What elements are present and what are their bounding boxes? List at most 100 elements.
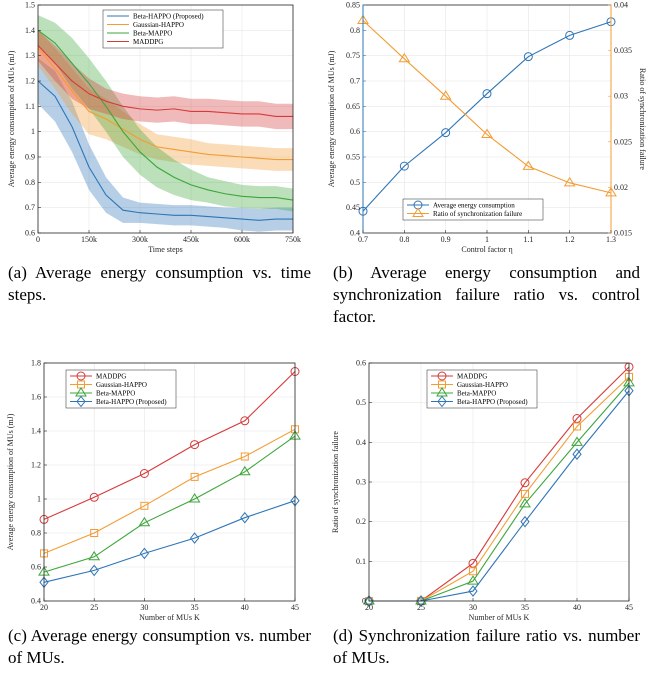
- chart-d-series-line-1: [369, 376, 630, 602]
- chart-d-ytick-label-1: 0.1: [356, 557, 366, 566]
- chart-d-series-line-2: [369, 382, 630, 602]
- chart-c-point-3-4: [240, 511, 250, 524]
- chart-a-legend-label-1: Gaussian-HAPPO: [133, 21, 184, 29]
- chart-c-point-2-1: [88, 550, 101, 561]
- chart-b-ytick-label-7: 0.75: [346, 51, 360, 60]
- chart-b-legend-box: [402, 198, 544, 221]
- caption-b: (b) Average energy consumption and synch…: [333, 262, 640, 328]
- chart-c-svg: 20 25 30 35 40 45 0.4 0.6 0.8 1 1.2 1.4 1.6 1.8 Number…: [6, 359, 301, 622]
- chart-c-point-0-4: [240, 416, 250, 426]
- chart-d-point-3-3: [520, 515, 530, 528]
- chart-d: 20 25 30 35 40 45 0 0.1 0.2 0.3 0.4 0.5 0.6 Number of…: [325, 355, 650, 622]
- chart-c-legend-marker-3: [76, 395, 86, 408]
- chart-d-point-3-1: [416, 595, 426, 607]
- chart-a-ytick-label-4: 1: [31, 127, 35, 136]
- chart-b-series-line-0: [362, 21, 612, 212]
- chart-d-legend-marker-0: [437, 371, 447, 381]
- chart-c-ytick-label-5: 1.4: [31, 427, 41, 436]
- chart-c-legend-label-3: Beta-HAPPO (Proposed): [96, 398, 167, 406]
- chart-d-point-3-2: [468, 585, 478, 597]
- chart-a-ytick-label-7: 1.3: [25, 51, 35, 60]
- chart-c-xtick-label-5: 45: [291, 603, 299, 612]
- chart-c-axes-box: [43, 362, 296, 602]
- chart-a-legend-label-3: MADDPG: [133, 38, 163, 46]
- chart-b-ytick-label-9: 0.85: [346, 1, 360, 10]
- chart-d-point-1-4: [573, 422, 581, 431]
- chart-b-point-0-1: [399, 161, 409, 171]
- chart-b-point-1-3: [481, 128, 493, 139]
- chart-c-legend-marker-0: [76, 371, 86, 381]
- chart-d-legend-label-3: Beta-HAPPO (Proposed): [457, 398, 528, 406]
- chart-d-legend-label-1: Gaussian-HAPPO: [457, 381, 508, 389]
- chart-a-xtick-label-0: 0: [36, 235, 40, 244]
- chart-b-point-1-1: [398, 52, 411, 63]
- chart-d-xtick-label-2: 30: [469, 603, 477, 612]
- chart-b-ytick-right-label-4: 0.035: [614, 46, 632, 55]
- chart-c-ytick-label-2: 0.8: [31, 529, 41, 538]
- chart-c-legend-label-1: Gaussian-HAPPO: [96, 381, 147, 389]
- chart-d-point-0-3: [520, 478, 530, 488]
- chart-a-ytick-label-0: 0.6: [25, 229, 35, 238]
- chart-a-ytick-label-6: 1.2: [25, 77, 35, 86]
- chart-a-xtick-label-1: 150k: [81, 235, 97, 244]
- chart-d-legend-label-2: Beta-MAPPO: [457, 389, 496, 397]
- caption-c-label: (c): [8, 626, 27, 645]
- chart-b-ytick-label-0: 0.4: [350, 229, 360, 238]
- chart-b-ytick-right-label-5: 0.04: [614, 1, 628, 10]
- chart-b-ytick-label-5: 0.65: [346, 102, 360, 111]
- chart-d-point-2-2: [467, 575, 479, 585]
- chart-c-ytick-label-1: 0.6: [31, 563, 41, 572]
- chart-b-ytick-label-2: 0.5: [350, 178, 360, 187]
- chart-b-xtick-label-2: 0.9: [441, 235, 451, 244]
- chart-a-series-line-3: [37, 45, 293, 118]
- caption-b-text: Average energy consumption and synchroni…: [333, 263, 641, 326]
- caption-b-label: (b): [333, 263, 353, 282]
- chart-b-xtick-label-1: 0.8: [399, 235, 409, 244]
- chart-a-legend: Beta-HAPPO (Proposed)Gaussian-HAPPOBeta-…: [102, 9, 224, 49]
- chart-c-xtick-label-4: 40: [241, 603, 249, 612]
- chart-a-xtick-label-2: 300k: [132, 235, 148, 244]
- chart-d-point-3-0: [364, 595, 374, 607]
- chart-d-xtick-label-0: 20: [365, 603, 373, 612]
- chart-b-point-1-2: [439, 90, 452, 100]
- chart-c: 20 25 30 35 40 45 0.4 0.6 0.8 1 1.2 1.4 1.6 1.8 Number…: [0, 355, 325, 622]
- chart-c-xtick-label-3: 35: [191, 603, 199, 612]
- chart-d-ytick-label-6: 0.6: [356, 359, 366, 368]
- chart-b-point-0-5: [565, 30, 575, 40]
- chart-c-ytick-label-4: 1.2: [31, 461, 41, 470]
- chart-b-legend-marker-1: [412, 207, 424, 217]
- chart-b-xtick-label-0: 0.7: [358, 235, 368, 244]
- chart-a-ytick-label-8: 1.4: [25, 26, 35, 35]
- caption-a-text: Average energy consumption vs. time step…: [8, 263, 311, 304]
- chart-b-ytick-label-4: 0.6: [350, 127, 360, 136]
- chart-b-series-line-1: [362, 20, 612, 194]
- chart-a-xtick-label-4: 600k: [234, 235, 250, 244]
- chart-c-ytick-label-7: 1.8: [31, 359, 41, 368]
- chart-c-series-line-1: [43, 428, 296, 554]
- chart-c-xtick-label-1: 25: [90, 603, 98, 612]
- chart-c-point-0-1: [89, 492, 99, 502]
- chart-c-legend-label-2: Beta-MAPPO: [96, 389, 135, 397]
- chart-b-point-1-4: [522, 160, 535, 170]
- chart-a-band-1: [38, 30, 293, 171]
- chart-a-xtick-label-3: 450k: [183, 235, 199, 244]
- chart-c-xlabel: Number of MUs K: [139, 613, 200, 622]
- chart-b-legend-label-0: Average energy consumption: [433, 201, 515, 209]
- chart-d-ytick-label-0: 0: [362, 597, 366, 606]
- chart-d-ytick-label-4: 0.4: [356, 438, 366, 447]
- chart-a-series-line-1: [37, 47, 293, 161]
- chart-d-point-2-3: [519, 497, 531, 508]
- caption-d-label: (d): [333, 626, 353, 645]
- chart-b-ylabel-right: Ratio of synchronization failure: [638, 68, 647, 170]
- chart-b-ytick-label-3: 0.55: [346, 153, 360, 162]
- chart-a-ytick-label-1: 0.7: [25, 203, 35, 212]
- chart-c-xtick-label-0: 20: [40, 603, 48, 612]
- chart-c-point-1-4: [240, 452, 249, 461]
- chart-b-xtick-label-5: 1.2: [565, 235, 575, 244]
- chart-d-point-2-0: [363, 595, 375, 605]
- chart-d-point-2-4: [571, 436, 583, 446]
- chart-b-xtick-label-3: 1: [485, 235, 489, 244]
- chart-a-ytick-label-9: 1.5: [25, 1, 35, 10]
- chart-c-series-line-3: [43, 500, 296, 583]
